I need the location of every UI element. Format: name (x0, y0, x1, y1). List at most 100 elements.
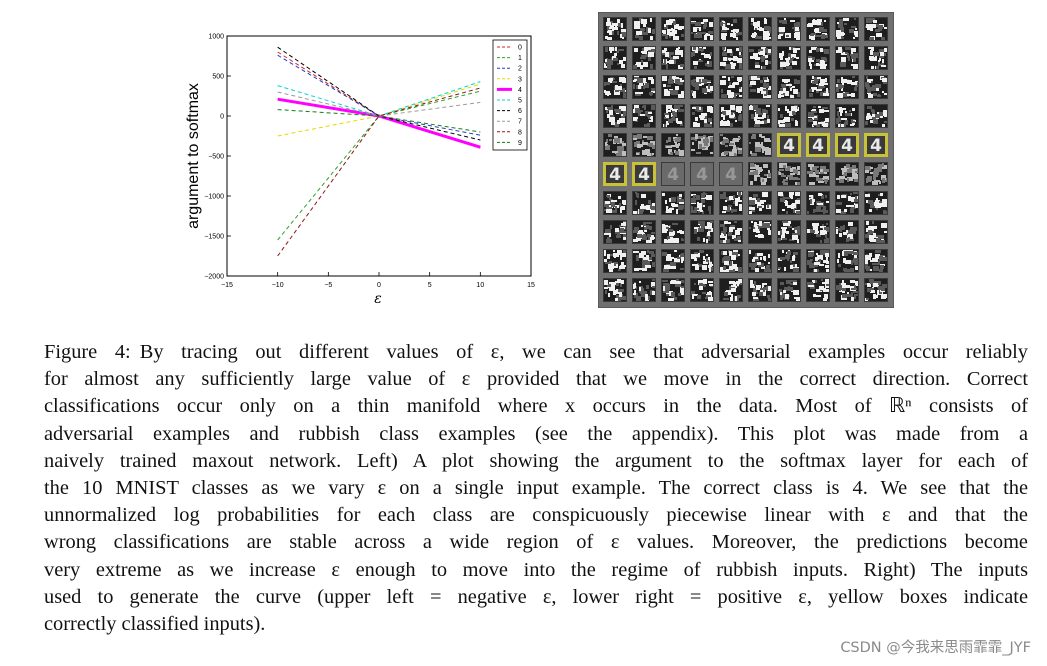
noise-pixel (731, 255, 736, 260)
noise-pixel (696, 152, 701, 154)
noise-pixel (866, 228, 868, 232)
noise-pixel (698, 141, 704, 145)
noise-pixel (732, 252, 738, 257)
noise-pixel (610, 225, 612, 229)
noise-pixel (755, 170, 758, 175)
plot-frame (226, 35, 532, 277)
noise-pixel (722, 76, 726, 78)
input-image-tile (690, 191, 714, 215)
noise-pixel (841, 86, 843, 91)
noise-pixel (692, 107, 696, 109)
series-line-9 (277, 109, 481, 133)
noise-pixel (647, 153, 651, 156)
noise-pixel (875, 200, 880, 205)
noise-pixel (822, 36, 824, 38)
input-image-tile (719, 75, 743, 99)
noise-pixel (738, 240, 741, 242)
noise-pixel (760, 49, 763, 51)
noise-pixel (875, 203, 881, 208)
noise-pixel (675, 138, 680, 142)
noise-pixel (650, 18, 652, 22)
noise-pixel (731, 24, 733, 26)
noise-pixel (605, 36, 608, 39)
noise-pixel (663, 84, 666, 87)
noise-pixel (875, 56, 877, 61)
noise-pixel (610, 25, 614, 27)
noise-pixel (613, 290, 616, 295)
noise-pixel (663, 283, 669, 286)
noise-pixel (694, 252, 698, 254)
noise-pixel (670, 281, 676, 284)
noise-pixel (735, 198, 738, 203)
noise-pixel (810, 199, 812, 204)
noise-pixel (642, 29, 644, 33)
noise-pixel (841, 21, 843, 24)
noise-pixel (647, 115, 651, 117)
noise-pixel (792, 86, 795, 88)
input-image-tile (777, 191, 801, 215)
noise-pixel (814, 29, 816, 32)
noise-pixel (808, 58, 814, 62)
noise-pixel (811, 199, 815, 202)
noise-pixel (675, 79, 680, 84)
noise-pixel (723, 139, 729, 143)
noise-pixel (709, 267, 713, 271)
noise-pixel (668, 55, 671, 58)
input-image-tile: 4 (864, 133, 888, 157)
noise-pixel (882, 199, 887, 204)
noise-pixel (617, 63, 619, 65)
noise-pixel (737, 77, 742, 81)
noise-pixel (619, 225, 621, 227)
noise-pixel (878, 25, 883, 29)
noise-pixel (788, 53, 791, 57)
noise-pixel (703, 223, 705, 228)
noise-pixel (854, 285, 856, 289)
digit-glyph: 4 (783, 136, 795, 156)
noise-pixel (620, 265, 626, 267)
noise-pixel (840, 27, 844, 32)
noise-pixel (623, 250, 626, 254)
noise-pixel (633, 136, 637, 140)
noise-pixel (797, 80, 800, 84)
noise-pixel (737, 254, 740, 256)
noise-pixel (878, 60, 880, 62)
noise-pixel (847, 178, 849, 182)
noise-pixel (758, 200, 764, 204)
noise-pixel (845, 113, 851, 116)
noise-pixel (605, 229, 611, 233)
noise-pixel (764, 92, 768, 96)
x-tick-label: −15 (221, 282, 233, 289)
noise-pixel (607, 237, 610, 242)
input-image-tile (806, 104, 830, 128)
noise-pixel (853, 252, 858, 255)
noise-pixel (793, 208, 795, 213)
input-image-tile (632, 46, 656, 70)
noise-pixel (637, 134, 642, 139)
noise-pixel (810, 200, 814, 205)
noise-pixel (754, 175, 760, 177)
noise-pixel (614, 263, 616, 266)
noise-pixel (721, 141, 725, 145)
noise-pixel (696, 77, 699, 82)
noise-pixel (790, 87, 792, 91)
noise-pixel (839, 176, 845, 179)
noise-pixel (753, 196, 756, 199)
noise-pixel (756, 231, 760, 233)
noise-pixel (616, 51, 619, 53)
noise-pixel (752, 264, 756, 267)
noise-pixel (727, 49, 732, 53)
noise-pixel (703, 256, 705, 260)
noise-pixel (693, 79, 695, 84)
noise-pixel (786, 231, 789, 234)
noise-pixel (723, 298, 729, 300)
noise-pixel (620, 147, 624, 149)
noise-pixel (792, 57, 794, 59)
noise-pixel (736, 37, 738, 40)
noise-pixel (664, 91, 670, 96)
noise-pixel (681, 260, 683, 263)
noise-pixel (673, 20, 676, 25)
noise-pixel (636, 141, 640, 144)
noise-pixel (783, 182, 788, 185)
input-image-tile (806, 46, 830, 70)
noise-pixel (703, 25, 706, 29)
